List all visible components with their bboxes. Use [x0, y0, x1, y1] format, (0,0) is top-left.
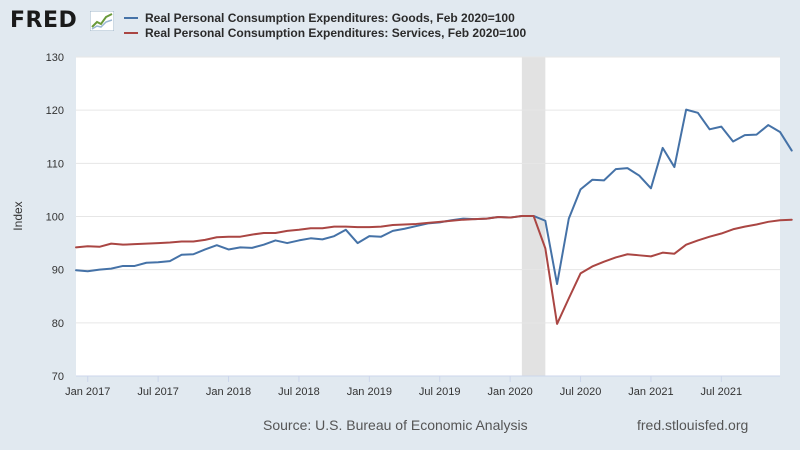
x-tick-label: Jul 2018	[278, 386, 320, 398]
x-tick-label: Jan 2018	[206, 386, 251, 398]
x-tick-label: Jan 2020	[488, 386, 533, 398]
fred-logo: FRED	[10, 8, 78, 33]
y-tick-label: 80	[52, 318, 64, 330]
y-axis-label: Index	[11, 201, 25, 230]
trend-line-icon	[90, 11, 114, 31]
y-tick-label: 110	[46, 158, 64, 170]
x-axis: Jan 2017 Jul 2017 Jan 2018 Jul 2018 Jan 2019…	[65, 375, 780, 398]
legend-item-services[interactable]: Real Personal Consumption Expenditures: …	[124, 26, 526, 40]
x-tick-label: Jul 2017	[137, 386, 179, 398]
y-axis: 70 80 90 100 110 120 130	[46, 52, 64, 383]
y-tick-label: 70	[52, 371, 64, 383]
y-tick-label: 100	[46, 212, 64, 224]
y-tick-label: 130	[46, 52, 64, 64]
x-tick-label: Jul 2019	[419, 386, 461, 398]
x-tick-label: Jul 2021	[701, 386, 743, 398]
legend-swatch-services	[124, 32, 138, 34]
header: FRED Real Personal Consumption Expenditu…	[0, 0, 800, 50]
source-note: Source: U.S. Bureau of Economic Analysis	[263, 417, 528, 433]
fred-url: fred.stlouisfed.org	[637, 417, 749, 433]
legend-item-goods[interactable]: Real Personal Consumption Expenditures: …	[124, 11, 515, 25]
y-tick-label: 90	[52, 265, 64, 277]
x-tick-label: Jan 2019	[347, 386, 392, 398]
x-tick-label: Jan 2021	[628, 386, 673, 398]
series-line-services	[75, 214, 793, 325]
x-tick-label: Jan 2017	[65, 386, 110, 398]
series-layer	[75, 108, 793, 325]
legend-swatch-goods	[124, 17, 138, 19]
y-tick-label: 120	[46, 105, 64, 117]
legend-label-services: Real Personal Consumption Expenditures: …	[145, 26, 527, 40]
legend-label-goods: Real Personal Consumption Expenditures: …	[145, 11, 515, 25]
x-tick-label: Jul 2020	[560, 386, 602, 398]
